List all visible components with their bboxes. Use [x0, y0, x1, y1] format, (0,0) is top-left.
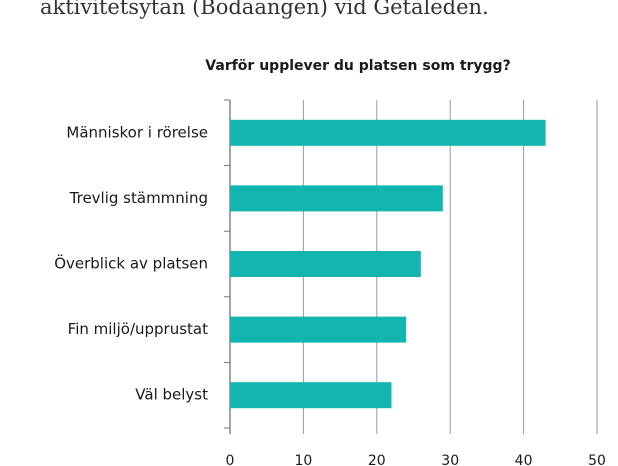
bar [230, 316, 407, 343]
bar [230, 382, 392, 409]
x-tick-label: 10 [294, 453, 312, 466]
x-tick-label: 20 [368, 453, 386, 466]
chart-title: Varför upplever du platsen som trygg? [205, 58, 510, 74]
x-tick-label: 50 [588, 453, 606, 466]
y-tick-label: Överblick av platsen [54, 254, 208, 273]
y-tick-label: Fin miljö/upprustat [68, 320, 208, 338]
x-tick-label: 40 [515, 453, 533, 466]
x-tick-label: 0 [226, 453, 235, 466]
bar [230, 185, 443, 212]
y-tick-label: Människor i rörelse [66, 123, 208, 141]
bar [230, 251, 421, 277]
y-tick-label: Väl belyst [135, 386, 208, 404]
document-text: aktivitetsytan (Bodaängen) vid Getaleden… [40, 0, 489, 19]
bar [230, 119, 546, 146]
x-tick-label: 30 [441, 453, 459, 466]
y-tick-label: Trevlig stämmning [69, 189, 208, 207]
